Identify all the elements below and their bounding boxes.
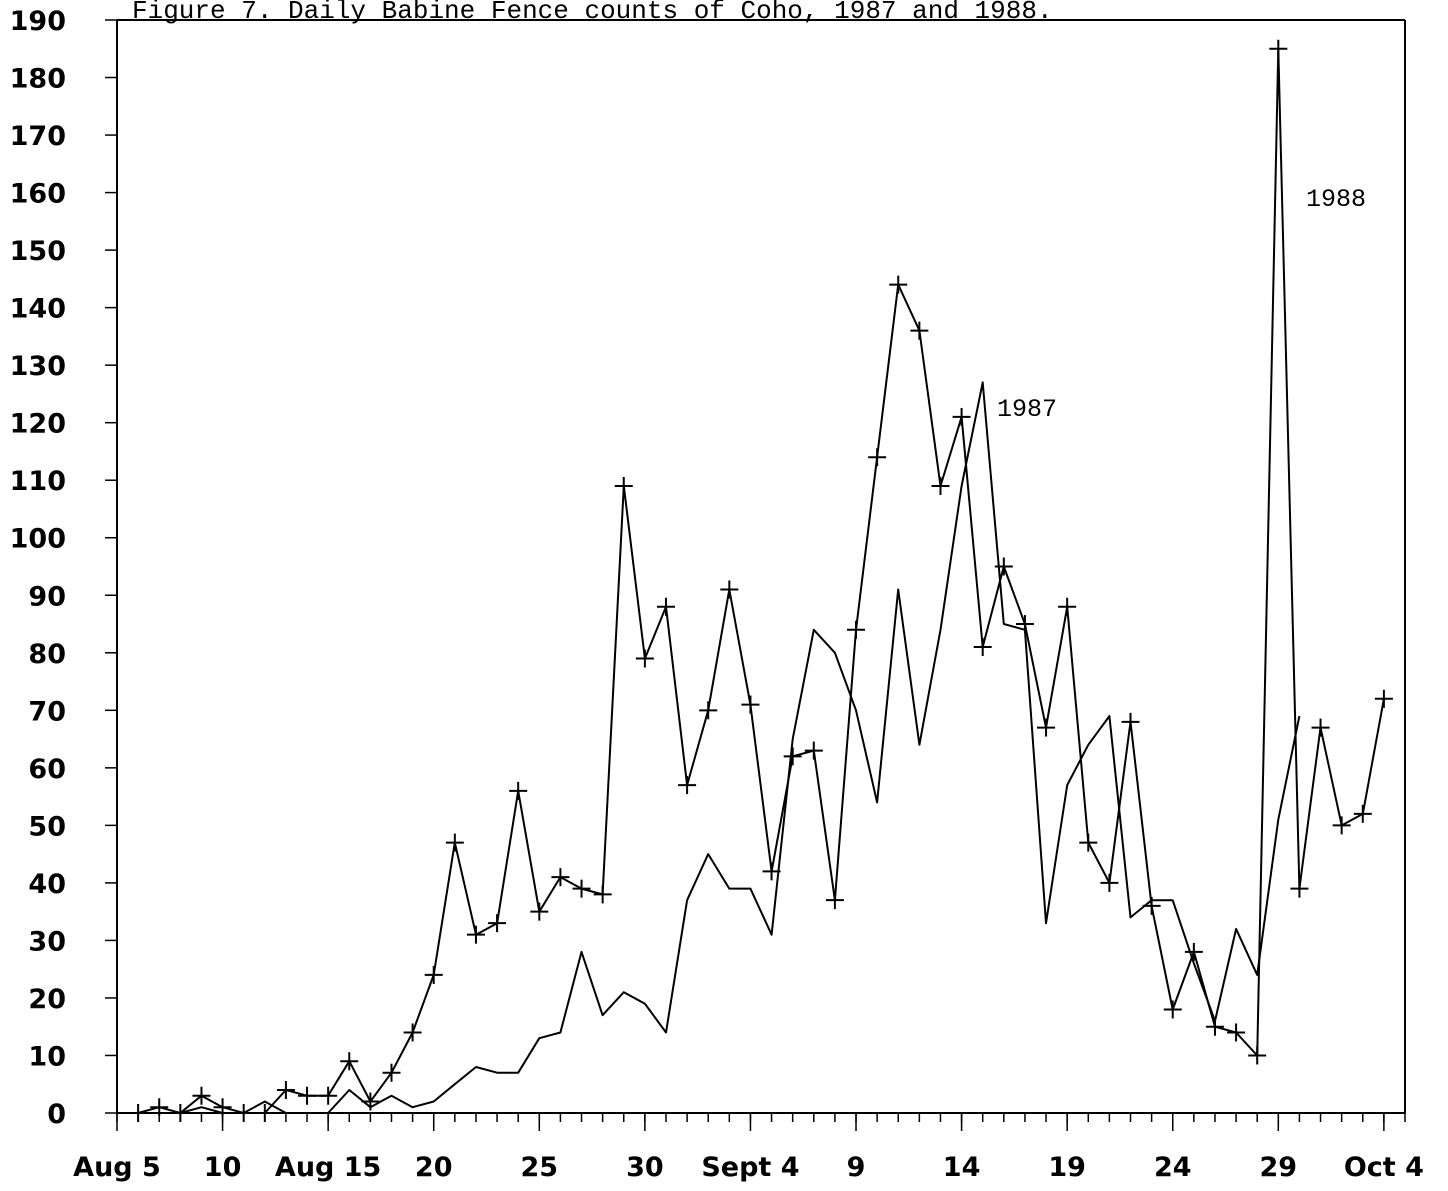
y-tick-label: 120	[10, 409, 66, 440]
data-point-1988	[403, 1023, 422, 1042]
data-point-1988	[530, 902, 549, 921]
data-point-1988	[804, 741, 823, 760]
data-point-1988	[382, 1063, 401, 1082]
x-tick-label: 30	[626, 1152, 664, 1183]
axes	[116, 19, 1406, 1114]
x-tick-label: 14	[943, 1152, 981, 1183]
y-tick-label: 40	[28, 869, 66, 900]
x-tick-label: 10	[204, 1152, 242, 1183]
data-point-1988	[445, 833, 464, 852]
data-point-1988	[1184, 942, 1203, 961]
data-point-1988	[1100, 873, 1119, 892]
data-point-1988	[1058, 597, 1077, 616]
x-tick-label: 24	[1154, 1152, 1192, 1183]
data-point-1988	[656, 597, 675, 616]
data-point-1988	[1311, 718, 1330, 737]
data-point-1988	[1374, 689, 1393, 708]
y-tick-label: 100	[10, 524, 66, 555]
y-tick-label: 140	[10, 294, 66, 325]
series-label-1988: 1988	[1306, 185, 1366, 214]
x-axis-ticks: Aug 5 10 Aug 15 20 25 30 Sept 4 9 14 19 24 29 Oct 4	[73, 1113, 1424, 1183]
data-point-1988	[255, 1104, 274, 1122]
x-tick-label: Sept 4	[701, 1152, 799, 1183]
data-point-1988	[847, 620, 866, 639]
data-point-1988	[614, 476, 633, 495]
data-point-1988	[593, 885, 612, 904]
data-point-1988	[868, 448, 887, 467]
series-label-1987: 1987	[997, 395, 1057, 424]
y-tick-label: 160	[10, 179, 66, 210]
data-point-1988	[551, 868, 570, 887]
y-tick-label: 50	[28, 811, 66, 842]
y-tick-label: 80	[28, 639, 66, 670]
data-point-1988	[825, 891, 844, 910]
y-tick-label: 10	[28, 1041, 66, 1072]
data-point-1988	[678, 776, 697, 795]
data-point-1988	[889, 275, 908, 294]
data-point-1988	[1353, 804, 1372, 823]
data-point-1988	[1163, 1000, 1182, 1019]
data-point-1988	[699, 701, 718, 720]
y-tick-label: 90	[28, 581, 66, 612]
data-point-1988	[973, 638, 992, 657]
y-tick-label: 0	[47, 1099, 66, 1130]
data-point-1988	[192, 1086, 211, 1105]
data-point-1988	[340, 1052, 359, 1071]
series-layer	[129, 39, 1393, 1122]
series-line-1988	[137, 47, 1385, 1114]
x-tick-label: Oct 4	[1344, 1152, 1424, 1183]
data-point-1988	[1290, 879, 1309, 898]
y-tick-label: 110	[10, 466, 66, 497]
data-point-1988	[424, 965, 443, 984]
data-point-1988	[466, 925, 485, 944]
x-tick-label: Aug 15	[275, 1152, 381, 1183]
y-tick-label: 150	[10, 236, 66, 267]
data-point-1988	[1248, 1046, 1267, 1065]
data-point-1988	[509, 781, 528, 800]
x-tick-label: 9	[847, 1152, 866, 1183]
data-point-1988	[931, 476, 950, 495]
data-point-1988	[1037, 718, 1056, 737]
data-point-1988	[488, 914, 507, 933]
data-point-1988	[298, 1086, 317, 1105]
data-point-1988	[910, 321, 929, 340]
data-point-1988	[952, 407, 971, 426]
data-point-1988	[1121, 712, 1140, 731]
data-point-1988	[1332, 816, 1351, 835]
data-point-1988	[319, 1086, 338, 1105]
y-tick-label: 180	[10, 64, 66, 95]
y-tick-label: 60	[28, 754, 66, 785]
y-tick-label: 70	[28, 696, 66, 727]
data-point-1988	[741, 695, 760, 714]
y-tick-label: 20	[28, 984, 66, 1015]
y-tick-label: 130	[10, 351, 66, 382]
x-tick-label: Aug 5	[73, 1152, 161, 1183]
chart-title: Figure 7. Daily Babine Fence counts of C…	[132, 0, 1053, 26]
data-point-1988	[720, 580, 739, 599]
x-tick-label: 19	[1048, 1152, 1086, 1183]
data-point-1988	[1079, 833, 1098, 852]
x-tick-label: 25	[521, 1152, 559, 1183]
data-point-1988	[1269, 39, 1288, 58]
data-point-1988	[635, 649, 654, 668]
x-tick-label: 29	[1260, 1152, 1298, 1183]
data-point-1988	[1227, 1023, 1246, 1042]
y-tick-label: 170	[10, 121, 66, 152]
x-tick-label: 20	[415, 1152, 453, 1183]
data-point-1988	[276, 1080, 295, 1099]
series-line-1987	[138, 381, 1301, 1114]
data-point-1988	[572, 879, 591, 898]
y-tick-label: 190	[10, 6, 66, 37]
y-axis-ticks: 0 10 20 30 40 50 60 70 80 90 100 110 120 130 140 150 160…	[10, 6, 117, 1130]
y-tick-label: 30	[28, 926, 66, 957]
data-point-1988	[783, 747, 802, 766]
